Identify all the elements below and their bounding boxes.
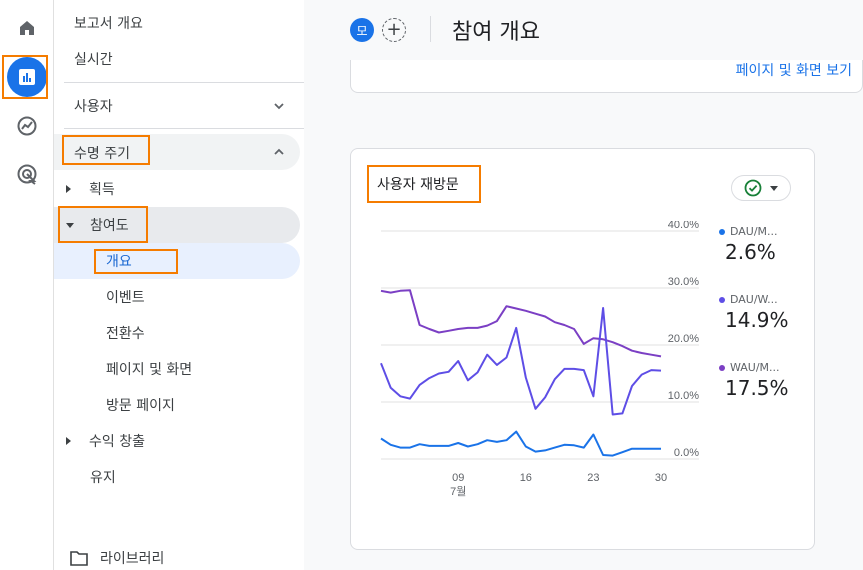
- nav-realtime[interactable]: 실시간: [74, 52, 113, 68]
- home-button[interactable]: [7, 8, 47, 48]
- series-line-1: [380, 289, 662, 358]
- reports-icon: [19, 69, 35, 85]
- report-nav: 보고서 개요 실시간 사용자 수명 주기 획득 참여도 개요 이벤트 전환수 페…: [54, 0, 342, 570]
- legend-dau-mau: DAU/M... 2.6%: [719, 225, 778, 264]
- nav-section-user[interactable]: 사용자: [74, 96, 113, 116]
- nav-engagement-bg: [54, 207, 300, 243]
- user-return-chart: 40.0% 30.0% 20.0% 10.0% 0.0% 09 16 23 30 7월: [380, 221, 699, 498]
- main-content: 모 + 참여 개요 페이지 및 화면 보기 사용자 재방문 40.0% 30.0%…: [304, 0, 863, 570]
- nav-item-landing-page[interactable]: 방문 페이지: [106, 398, 175, 414]
- legend-value: 14.9%: [725, 308, 789, 332]
- legend-label: DAU/W...: [730, 293, 778, 306]
- series-line-2: [380, 307, 662, 416]
- explore-button[interactable]: [7, 106, 47, 146]
- comparison-chip[interactable]: 모: [350, 18, 374, 42]
- y-tick-label: 0.0%: [674, 447, 699, 459]
- legend-label: WAU/M...: [730, 361, 780, 374]
- nav-divider: [64, 128, 342, 129]
- nav-item-engagement[interactable]: 참여도: [66, 215, 129, 235]
- nav-report-overview[interactable]: 보고서 개요: [74, 16, 143, 32]
- nav-library-label: 라이브러리: [100, 551, 165, 567]
- card-title: 사용자 재방문: [377, 177, 459, 193]
- add-comparison-button[interactable]: +: [382, 18, 406, 42]
- legend-value: 17.5%: [725, 376, 789, 400]
- nav-section-lifecycle[interactable]: 수명 주기: [74, 143, 130, 163]
- view-pages-screens-link[interactable]: 페이지 및 화면 보기: [735, 63, 852, 79]
- y-tick-label: 20.0%: [668, 333, 699, 345]
- legend-value: 2.6%: [725, 240, 776, 264]
- nav-section-user-label: 사용자: [74, 99, 113, 115]
- card-options-button[interactable]: [731, 175, 791, 201]
- nav-active-bg: [54, 243, 300, 279]
- reports-button[interactable]: [7, 57, 47, 97]
- nav-item-pages-screens[interactable]: 페이지 및 화면: [106, 362, 193, 378]
- nav-divider: [64, 82, 342, 83]
- series-line-3: [380, 430, 661, 457]
- legend-wau-mau: WAU/M... 17.5%: [719, 361, 789, 400]
- legend-dot: [719, 228, 725, 235]
- nav-item-overview[interactable]: 개요: [106, 254, 132, 270]
- legend-dau-wau: DAU/W... 14.9%: [719, 293, 789, 332]
- expand-right-icon: [66, 437, 71, 445]
- nav-item-acquisition[interactable]: 획득: [66, 179, 115, 199]
- advertising-button[interactable]: [7, 154, 47, 194]
- nav-item-monetization-label: 수익 창출: [89, 434, 145, 450]
- folder-icon: [70, 551, 88, 566]
- legend-dot: [719, 364, 725, 371]
- chevron-up-icon[interactable]: [273, 146, 285, 158]
- advertising-icon: [17, 164, 37, 185]
- x-tick-label: 23: [587, 472, 599, 484]
- expand-right-icon: [66, 185, 71, 193]
- y-tick-label: 30.0%: [668, 276, 699, 288]
- nav-item-retention[interactable]: 유지: [90, 470, 116, 486]
- y-tick-label: 40.0%: [668, 221, 699, 231]
- nav-item-acquisition-label: 획득: [89, 182, 115, 198]
- left-rail: [0, 0, 54, 570]
- page-title: 참여 개요: [452, 20, 540, 45]
- x-tick-label: 30: [655, 472, 667, 484]
- nav-item-monetization[interactable]: 수익 창출: [66, 431, 145, 451]
- top-card: 페이지 및 화면 보기: [350, 60, 863, 93]
- chevron-down-icon[interactable]: [273, 100, 285, 112]
- nav-section-lifecycle-label: 수명 주기: [74, 146, 130, 162]
- legend-dot: [719, 296, 725, 303]
- nav-library[interactable]: 라이브러리: [70, 548, 164, 568]
- nav-item-conversions[interactable]: 전환수: [106, 326, 145, 342]
- header-separator: [430, 16, 431, 42]
- nav-item-engagement-label: 참여도: [90, 218, 129, 234]
- x-tick-sublabel: 7월: [450, 485, 466, 498]
- explore-icon: [17, 116, 37, 136]
- chevron-down-icon: [770, 185, 778, 191]
- home-icon: [20, 21, 34, 35]
- y-tick-label: 10.0%: [668, 390, 699, 402]
- x-tick-label: 16: [520, 472, 532, 484]
- legend-label: DAU/M...: [730, 225, 778, 238]
- check-circle-icon: [744, 179, 762, 197]
- expand-down-icon: [66, 222, 74, 228]
- page-header: 모 + 참여 개요: [304, 0, 863, 60]
- user-return-card: 사용자 재방문 40.0% 30.0% 20.0% 10.0% 0.0% 09 16 23 30…: [350, 148, 815, 550]
- nav-item-events[interactable]: 이벤트: [106, 290, 145, 306]
- x-tick-label: 09: [452, 472, 464, 484]
